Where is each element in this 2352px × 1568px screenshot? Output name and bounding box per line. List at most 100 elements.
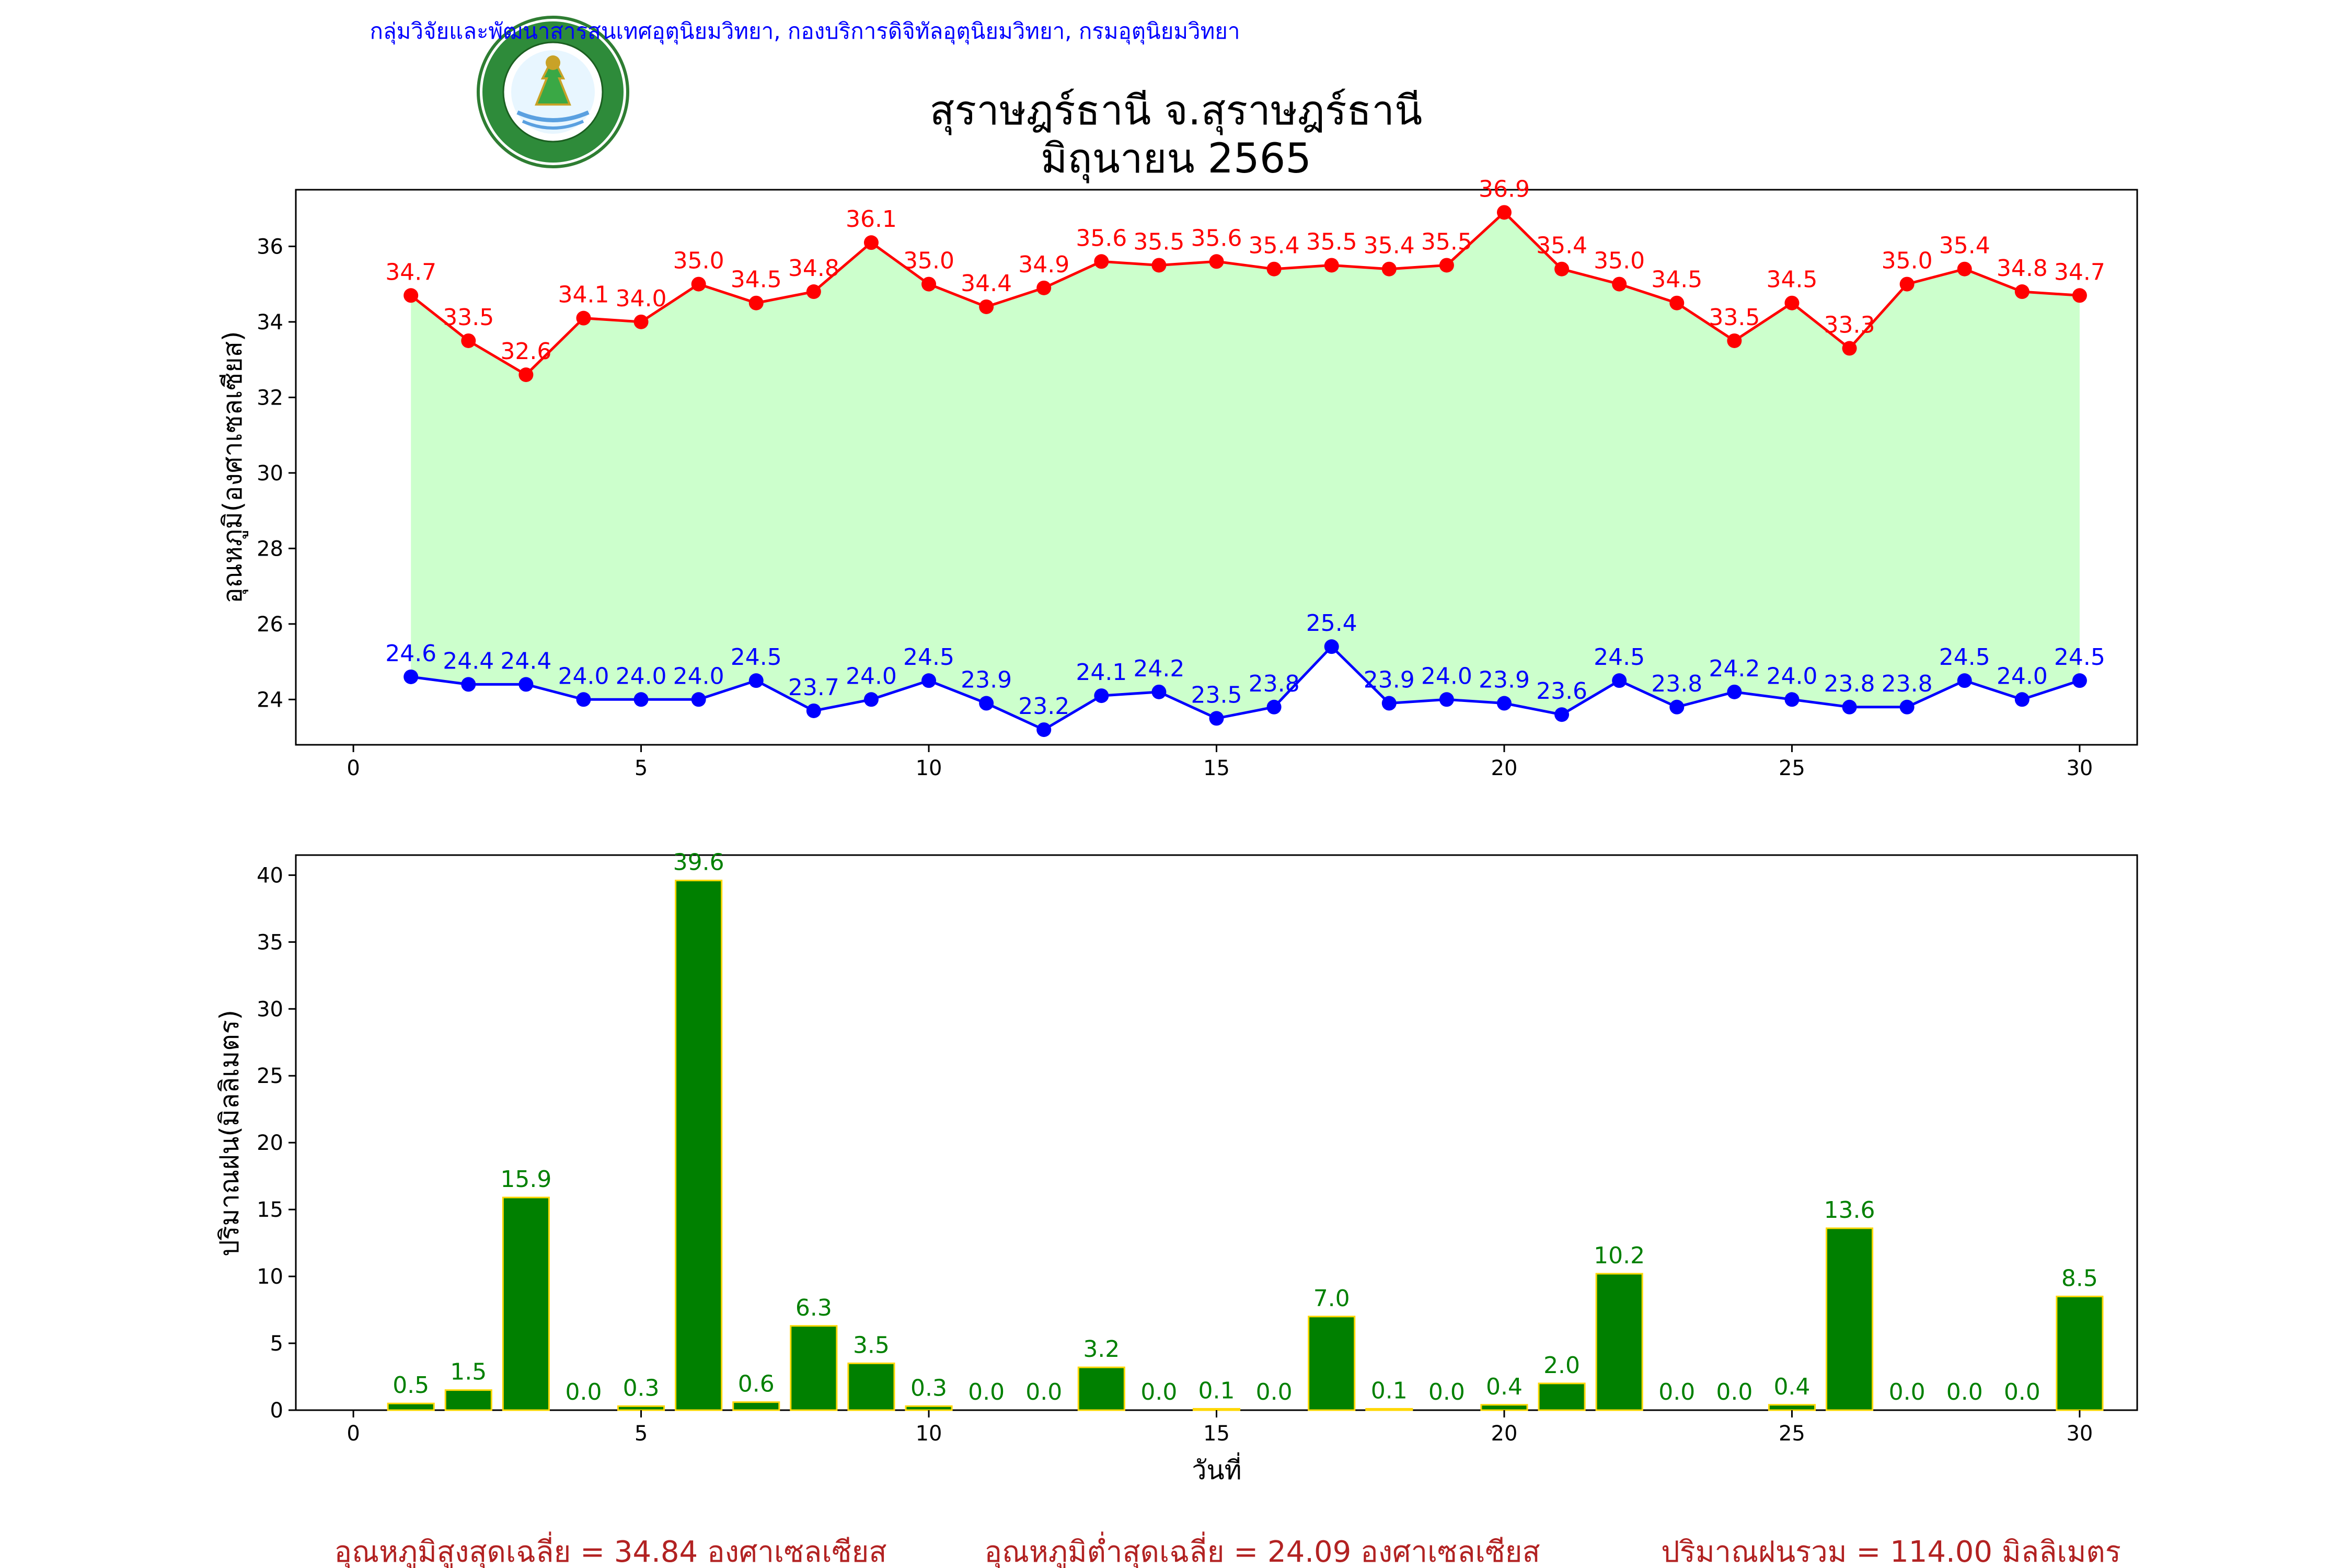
max-temperature-point [748,295,764,310]
min-temperature-point [1439,692,1454,707]
rainfall-x-tick-label: 20 [1491,1422,1518,1446]
rainfall-bar [1768,1404,1816,1411]
max-temperature-point [403,288,419,303]
min-temperature-value-label: 23.8 [1249,671,1300,697]
max-temperature-value-label: 33.5 [1709,304,1760,331]
max-temperature-value-label: 35.4 [1249,233,1300,259]
min-temperature-point [979,696,994,711]
min-temperature-value-label: 23.2 [1018,693,1069,720]
max-temperature-point [806,284,821,299]
temperature-range-fill [411,212,2080,730]
rainfall-value-label: 0.0 [1428,1379,1465,1405]
min-temperature-value-label: 24.0 [1766,663,1817,689]
max-temperature-point [1727,333,1742,348]
rainfall-y-tick-label: 25 [257,1064,283,1088]
max-temperature-point [1036,280,1052,295]
min-temperature-point [1842,699,1857,714]
max-temperature-point [2072,288,2087,303]
max-temperature-point [1612,276,1627,292]
min-temperature-value-label: 24.5 [903,644,954,671]
min-temperature-point [1151,684,1167,699]
min-temperature-point [1094,688,1109,704]
max-temperature-point [1151,258,1167,273]
max-temperature-point [1094,254,1109,269]
rainfall-value-label: 7.0 [1313,1285,1350,1312]
max-temperature-value-label: 35.0 [903,248,954,274]
temperature-x-tick-label: 15 [1203,756,1230,780]
rainfall-value-label: 0.0 [1140,1379,1177,1405]
rainfall-y-tick-label: 0 [270,1399,283,1423]
max-temperature-value-label: 34.8 [1997,255,2048,282]
max-temperature-value-label: 35.5 [1306,228,1357,255]
min-temperature-point [2072,673,2087,688]
max-temperature-value-label: 36.1 [846,206,897,233]
meteorological-department-logo [477,16,629,168]
max-temperature-value-label: 34.5 [1651,267,1702,293]
rainfall-bar [1365,1408,1413,1411]
min-temperature-point [1381,696,1397,711]
max-temperature-value-label: 35.5 [1421,228,1472,255]
rainfall-bar [444,1389,492,1411]
rainfall-bar [2056,1295,2104,1411]
avg-min-temperature: อุณหภูมิต่ำสุดเฉลี่ย = 24.09 องศาเซลเซีย… [984,1531,1540,1568]
rainfall-axes: 0 5 10 15 20 25 30 0 5 10 15 20 25 30 35 40 [257,863,2093,1446]
min-temperature-point [461,677,476,692]
min-temperature-value-label: 24.5 [1594,644,1645,671]
min-temperature-value-label: 23.7 [788,674,839,701]
max-temperature-value-label: 35.6 [1076,225,1127,251]
max-temperature-value-label: 34.5 [731,267,782,293]
max-temperature-point [518,367,534,382]
min-temperature-value-label: 24.1 [1076,659,1127,686]
max-temperature-value-label: 35.5 [1133,228,1184,255]
rainfall-value-label: 0.3 [623,1375,660,1401]
min-temperature-value-label: 24.5 [2054,644,2105,671]
rainfall-value-label: 0.0 [1658,1379,1695,1405]
max-temperature-value-label: 32.6 [500,338,551,365]
rainfall-bar [1595,1273,1643,1411]
max-temperature-value-label: 34.0 [616,285,667,312]
rainfall-value-label: 0.4 [1486,1374,1523,1400]
rainfall-y-tick-label: 15 [257,1198,283,1222]
min-temperature-point [1957,673,1972,688]
rainfall-bar [1077,1366,1125,1411]
max-temperature-point [1439,258,1454,273]
rainfall-value-label: 10.2 [1594,1242,1645,1269]
rainfall-value-label: 0.0 [968,1379,1005,1405]
max-temperature-point [979,299,994,314]
rainfall-bar [732,1401,780,1411]
rainfall-value-label: 0.1 [1198,1377,1235,1404]
rainfall-value-label: 1.5 [450,1359,487,1386]
temperature-x-tick-label: 10 [916,756,942,780]
min-temperature-value-label: 24.5 [731,644,782,671]
rainfall-value-label: 13.6 [1824,1197,1875,1224]
max-temperature-value-label: 35.0 [673,248,724,274]
min-temperature-value-label: 23.6 [1536,678,1587,705]
min-temperature-value-label: 23.9 [1479,667,1530,694]
max-temperature-point [1899,276,1915,292]
rainfall-x-tick-label: 0 [347,1422,360,1446]
max-temperature-point [1209,254,1224,269]
max-temperature-point [633,314,649,329]
rainfall-value-label: 0.0 [2004,1379,2040,1405]
min-temperature-value-label: 24.2 [1709,655,1760,682]
rainfall-bar [1825,1227,1874,1411]
min-temperature-point [1784,692,1800,707]
temperature-x-tick-label: 0 [347,756,360,780]
min-temperature-point [806,703,821,718]
rainfall-bar [1538,1382,1586,1411]
min-temperature-point [1036,722,1052,737]
min-temperature-point [2014,692,2030,707]
min-temperature-point [921,673,937,688]
rainfall-axis-label: ปริมาณฝน(มิลลิเมตร) [214,1010,245,1256]
rainfall-y-tick-label: 30 [257,997,283,1021]
min-temperature-value-label: 23.9 [1364,667,1415,694]
temperature-x-tick-label: 5 [635,756,648,780]
max-temperature-point [1381,261,1397,276]
rainfall-value-label: 0.0 [565,1379,602,1405]
max-temperature-value-label: 35.0 [1594,248,1645,274]
rainfall-bar [502,1196,550,1411]
max-temperature-point [921,276,937,292]
rainfall-bar [617,1405,665,1411]
rainfall-y-tick-label: 35 [257,930,283,954]
rainfall-bar [387,1402,435,1411]
